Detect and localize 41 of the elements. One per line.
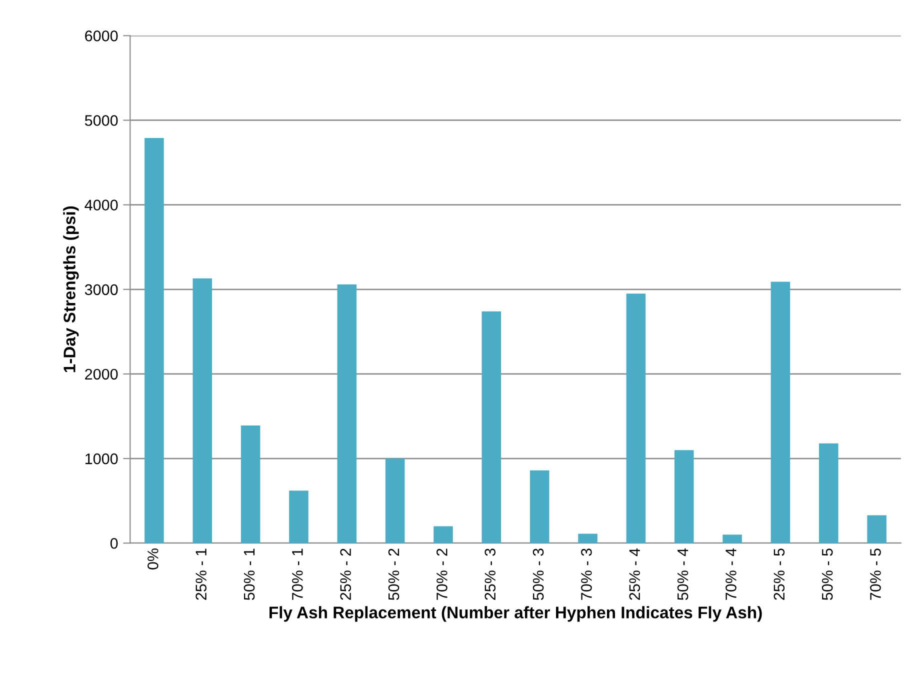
x-tick-label: 70% - 4 [726, 548, 736, 600]
bar [867, 515, 886, 544]
y-tick-label: 6000 [85, 30, 118, 42]
bar [192, 278, 212, 544]
y-tick-label: 2000 [85, 368, 118, 380]
x-tick-label: 0% [148, 548, 158, 570]
bar [289, 490, 308, 544]
bar [722, 534, 742, 544]
x-tick-label: 25% - 2 [340, 548, 352, 600]
x-tick-label: 70% - 5 [870, 548, 881, 600]
x-tick-label: 70% - 3 [581, 548, 592, 600]
y-axis-title: 1-Day Strengths (psi) [63, 206, 79, 372]
bar [240, 426, 260, 544]
y-tick-label: 3000 [84, 284, 118, 296]
bar [530, 470, 550, 544]
x-tick-label: 50% - 4 [677, 548, 688, 600]
x-tick-label: 50% - 3 [532, 548, 544, 600]
y-tick-label: 0 [110, 538, 118, 549]
x-tick-label: 25% - 3 [484, 548, 496, 600]
bar [337, 284, 357, 544]
x-tick-label: 25% - 5 [774, 548, 785, 600]
x-tick-label: 70% - 1 [292, 548, 303, 600]
x-tick-label: 50% - 1 [244, 548, 255, 600]
bar [626, 294, 646, 544]
y-tick-label: 5000 [84, 115, 118, 126]
x-tick-label: 25% - 4 [629, 548, 640, 600]
bar [144, 138, 164, 544]
y-tick-label: 1000 [86, 453, 118, 464]
bar [578, 534, 598, 544]
bar [770, 282, 790, 544]
x-tick-label: 70% - 2 [436, 548, 448, 600]
y-tick-label: 4000 [84, 200, 118, 211]
bar [819, 443, 838, 544]
bar [434, 526, 453, 544]
bar [674, 450, 694, 544]
x-axis-title: Fly Ash Replacement (Number after Hyphen Indicates Fly Ash) [270, 606, 762, 622]
x-tick-label: 50% - 5 [822, 548, 833, 600]
bar [482, 311, 502, 544]
x-tick-label: 50% - 2 [388, 548, 400, 600]
x-tick-label: 25% - 1 [196, 548, 206, 600]
bar [385, 458, 405, 544]
